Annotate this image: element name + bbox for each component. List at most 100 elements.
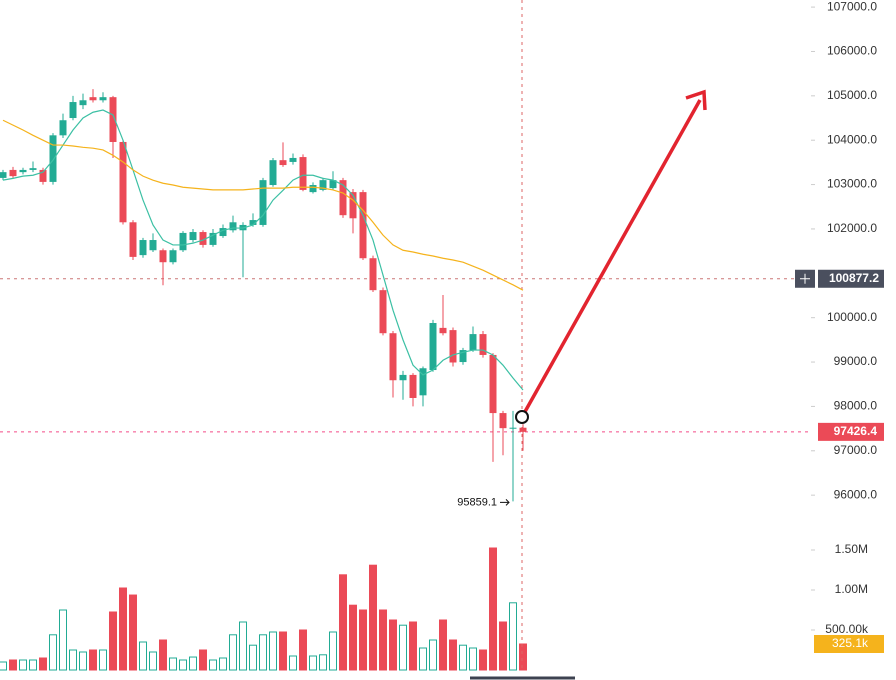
candle-body (379, 290, 387, 334)
candle-body (159, 250, 167, 263)
y-tick-label: 106000.0 (827, 44, 877, 58)
volume-tick-label: 1.50M (835, 542, 868, 556)
candle-body (0, 172, 7, 178)
candle-body (439, 327, 447, 334)
y-tick-label: 98000.0 (834, 399, 878, 413)
y-tick-label: 99000.0 (834, 354, 878, 368)
volume-bar (59, 609, 67, 671)
candle-body (39, 169, 47, 182)
volume-bar (89, 649, 97, 671)
candle-body (259, 180, 267, 225)
volume-bar (499, 621, 507, 671)
volume-bar (279, 631, 287, 671)
candle-body (229, 222, 237, 231)
volume-bar (99, 649, 107, 671)
candle-body (89, 97, 97, 101)
arrow-head (685, 89, 707, 111)
volume-bar (319, 654, 327, 671)
volume-bar (49, 634, 57, 671)
candle-body (99, 97, 107, 101)
volume-bar (419, 647, 427, 671)
volume-bar (369, 564, 377, 671)
y-tick-label: 100000.0 (827, 310, 877, 324)
volume-bar (189, 656, 197, 671)
y-tick-label: 105000.0 (827, 88, 877, 102)
volume-bar (359, 609, 367, 671)
low-arrow (500, 499, 510, 506)
candle-body (479, 334, 487, 355)
candle-body (59, 120, 67, 136)
volume-bar (289, 655, 297, 671)
volume-bar (379, 609, 387, 671)
volume-bar (429, 639, 437, 671)
candle-body (269, 160, 277, 186)
candle-body (79, 100, 87, 106)
volume-tick-label: 1.00M (835, 582, 868, 596)
candle-body (329, 180, 337, 189)
volume-bar (269, 631, 277, 671)
last-price-label: 97426.4 (834, 424, 878, 438)
volume-bar (459, 644, 467, 671)
candle-body (49, 135, 57, 182)
candle-body (29, 168, 37, 170)
candle-body (419, 368, 427, 396)
volume-bar (239, 621, 247, 671)
volume-bar (449, 639, 457, 671)
plot: 95859.1 (0, 0, 810, 671)
candle-body (449, 330, 457, 363)
volume-bar (219, 657, 227, 671)
volume-bar (509, 602, 517, 671)
volume-bar (159, 639, 167, 671)
candle-body (209, 232, 217, 245)
volume-bar (29, 659, 37, 671)
candle-body (389, 333, 397, 381)
volume-bar (229, 634, 237, 671)
volume-tick-label: 500.00k (825, 622, 869, 636)
volume-bar (179, 659, 187, 671)
candle-body (469, 334, 477, 351)
low-label: 95859.1 (457, 496, 497, 508)
arrow-line (520, 99, 702, 418)
candle-body (179, 232, 187, 251)
volume-bar (469, 647, 477, 671)
volume-bar (9, 659, 17, 671)
plus-icon (800, 273, 810, 284)
volume-bar (19, 659, 27, 671)
volume-bar (0, 661, 7, 671)
volume-bar (339, 574, 347, 671)
volume-bar (329, 631, 337, 671)
candle-body (369, 258, 377, 291)
candle-body (299, 157, 307, 190)
candle-body (489, 354, 497, 414)
volume-bar (199, 649, 207, 671)
candle-body (139, 240, 147, 256)
candle-body (199, 232, 207, 245)
candle-body (319, 180, 327, 190)
y-tick-label: 97000.0 (834, 443, 878, 457)
volume-bar (109, 611, 117, 671)
volume-bar (139, 641, 147, 671)
y-tick-label: 102000.0 (827, 221, 877, 235)
moving-average (2, 109, 524, 391)
candle-body (189, 232, 197, 241)
y-tick-label: 107000.0 (827, 0, 877, 13)
y-tick-label: 96000.0 (834, 487, 878, 501)
moving-average (2, 119, 524, 291)
volume-bar (129, 594, 137, 671)
last-volume-box (814, 634, 884, 653)
candle-body (9, 169, 17, 177)
volume-bar (259, 634, 267, 671)
volume-bar (69, 649, 77, 671)
anchor-point[interactable] (515, 410, 529, 424)
candle-body (19, 169, 27, 173)
candle-body (69, 102, 77, 119)
candle-body (359, 192, 367, 259)
volume-bar (79, 651, 87, 671)
candle-body (509, 427, 517, 429)
candle-body (169, 250, 177, 263)
candle-body (429, 323, 437, 371)
volume-bar (119, 587, 127, 671)
candle-body (119, 141, 127, 223)
candle-body (149, 240, 157, 251)
